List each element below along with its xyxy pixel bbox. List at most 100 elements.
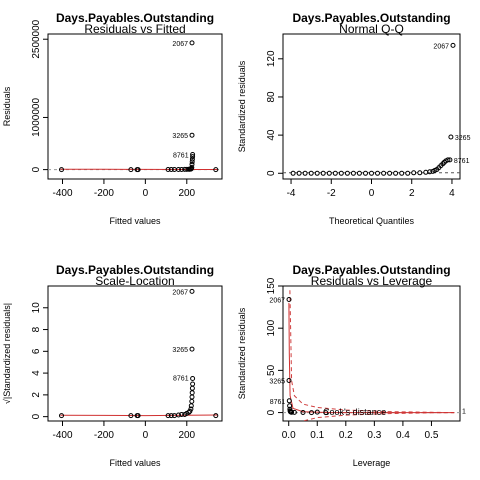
data-point [323,410,329,416]
x-tick-label: 200 [178,430,195,441]
data-point [189,161,195,167]
outlier-label: 3265 [172,347,188,354]
panel-title: Days.Payables.Outstanding [292,11,450,25]
y-tick-label: 2 [31,392,42,398]
data-point [286,378,292,383]
data-point [189,156,195,162]
data-point [314,170,320,176]
cooks-contour-label: 1 [462,408,466,415]
outlier-label: 2067 [172,41,188,48]
plot-frame [282,33,461,180]
data-point [381,170,387,176]
x-tick-label: 200 [178,188,195,199]
outlier-label: 8761 [454,158,470,165]
x-axis-label: Fitted values [109,458,161,468]
x-tick-label: -400 [52,188,72,199]
y-tick-label: 2500000 [31,19,42,58]
data-point [189,390,195,396]
data-point [190,154,196,160]
data-point [168,167,174,172]
data-point [165,413,171,419]
y-axis-label: √|Standardized residuals| [2,303,12,404]
data-point [445,157,451,163]
data-point [286,398,292,404]
data-point [188,406,194,412]
data-point [189,165,195,170]
plot-area [283,42,460,176]
plot-area [59,288,219,419]
x-tick-label: -200 [94,430,114,441]
data-point [440,161,446,167]
outlier-label: 3265 [172,133,188,140]
y-tick-label: 1000000 [31,98,42,137]
data-point [338,170,344,176]
data-point [213,413,219,419]
data-point [291,409,297,415]
outlier-label: 2067 [269,298,285,305]
data-point [189,394,195,400]
data-point [332,170,338,176]
data-point [302,170,308,176]
data-point [190,376,196,381]
data-point [290,170,296,176]
y-axis-label: Residuals [2,86,12,126]
data-point [135,413,141,419]
data-point [314,409,320,415]
plot-area [48,40,222,173]
y-tick-label: 10 [31,302,42,314]
data-point [300,410,306,415]
x-axis-label: Fitted values [109,216,161,226]
data-point [405,170,411,176]
data-point [309,410,314,416]
x-tick-label: 0.5 [424,430,438,441]
data-point [393,170,399,176]
data-point [59,167,64,173]
panel-subtitle: Residuals vs Leverage [311,274,433,288]
x-tick-label: 0 [143,188,149,199]
plot-frame [47,285,223,422]
data-point [189,159,195,165]
y-tick-label: 40 [266,129,277,141]
outlier-label: 8761 [270,399,286,406]
data-point [176,167,181,172]
data-point [369,170,374,176]
y-tick-label: 150 [266,277,277,294]
data-point [190,152,196,157]
x-tick-label: 0.1 [310,430,324,441]
x-tick-label: -200 [94,188,114,199]
data-point [165,167,171,172]
x-axis-label: Leverage [353,458,391,468]
data-point [59,413,64,419]
panel-title: Days.Payables.Outstanding [56,11,214,25]
y-tick-label: 0 [266,409,277,415]
data-point [179,167,185,172]
cooks-distance-curve [289,290,455,414]
x-tick-label: 0 [143,430,149,441]
plot-area [283,290,460,421]
data-point [289,409,295,415]
data-point [447,157,453,163]
outlier-label: 3265 [269,379,285,386]
y-axis-label: Standardized residuals [237,307,247,399]
data-point [308,170,314,176]
y-tick-label: 100 [266,319,277,336]
outlier-label: 2067 [172,289,188,296]
panel-subtitle: Normal Q-Q [339,22,404,36]
data-point [448,134,454,140]
x-tick-label: -4 [287,188,296,199]
x-tick-label: 4 [449,188,455,199]
plot-frame [47,33,223,180]
data-point [350,170,356,176]
y-tick-label: 0 [31,413,42,419]
x-tick-label: 0.0 [282,430,296,441]
x-tick-label: 0.3 [367,430,381,441]
data-point [344,170,350,176]
data-point [190,381,196,387]
data-point [326,170,332,176]
outlier-label: 8761 [173,153,189,160]
